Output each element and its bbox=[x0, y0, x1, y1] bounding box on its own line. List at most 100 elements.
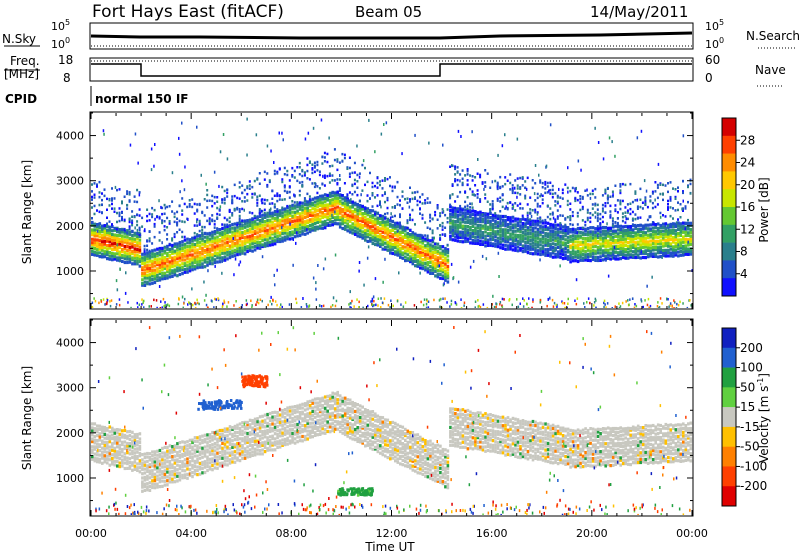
power-echo-cell bbox=[611, 232, 615, 236]
power-echo-cell bbox=[336, 201, 339, 205]
power-echo-cell bbox=[101, 240, 104, 244]
power-echo-cell bbox=[171, 265, 174, 269]
power-echo-cell bbox=[386, 248, 390, 252]
power-echo-cell bbox=[416, 251, 420, 255]
power-echo-cell bbox=[328, 165, 331, 168]
power-echo-cell bbox=[611, 238, 615, 243]
power-echo-cell bbox=[193, 267, 197, 271]
power-noise-cell bbox=[552, 216, 555, 220]
power-echo-cell bbox=[411, 247, 415, 251]
power-echo-cell bbox=[521, 176, 524, 179]
power-echo-cell bbox=[667, 190, 669, 194]
power-echo-cell bbox=[171, 250, 174, 254]
power-echo-cell bbox=[136, 220, 139, 223]
power-echo-cell bbox=[178, 243, 182, 248]
power-echo-cell bbox=[511, 215, 515, 219]
power-noise-cell bbox=[426, 299, 428, 303]
power-echo-cell bbox=[168, 256, 172, 260]
power-noise-cell bbox=[564, 225, 566, 229]
power-echo-cell bbox=[138, 245, 142, 249]
power-echo-cell bbox=[551, 192, 554, 196]
power-echo-cell bbox=[238, 249, 242, 253]
power-echo-cell bbox=[634, 241, 637, 245]
nave-tick-top: 60 bbox=[705, 53, 720, 67]
power-echo-cell bbox=[399, 232, 402, 237]
power-echo-cell bbox=[128, 193, 131, 196]
power-echo-cell bbox=[604, 250, 607, 254]
power-echo-cell bbox=[113, 255, 117, 259]
power-noise-cell bbox=[276, 268, 278, 272]
power-echo-cell bbox=[504, 176, 507, 179]
power-echo-cell bbox=[489, 234, 492, 238]
power-echo-cell bbox=[524, 197, 527, 200]
power-noise-cell bbox=[327, 223, 330, 227]
power-echo-cell bbox=[434, 264, 437, 268]
power-echo-cell bbox=[511, 232, 515, 236]
power-noise-cell bbox=[514, 186, 516, 190]
power-echo-cell bbox=[133, 256, 137, 260]
power-echo-cell bbox=[353, 207, 357, 211]
power-echo-cell bbox=[446, 267, 450, 272]
power-echo-cell bbox=[256, 195, 259, 198]
power-echo-cell bbox=[236, 225, 239, 229]
power-echo-cell bbox=[351, 228, 354, 232]
power-echo-cell bbox=[499, 185, 502, 189]
velocity-echo-cell bbox=[121, 440, 124, 444]
power-echo-cell bbox=[146, 219, 149, 223]
power-echo-cell bbox=[226, 230, 229, 234]
power-noise-cell bbox=[519, 302, 521, 305]
power-echo-cell bbox=[599, 233, 602, 237]
power-noise-cell bbox=[459, 179, 461, 183]
power-ytick-label: 4000 bbox=[56, 130, 84, 143]
power-echo-cell bbox=[609, 232, 612, 236]
power-echo-cell bbox=[326, 203, 329, 207]
power-echo-cell bbox=[121, 228, 123, 232]
power-echo-cell bbox=[371, 231, 375, 235]
power-echo-cell bbox=[621, 226, 624, 229]
power-echo-cell bbox=[376, 243, 380, 247]
power-echo-cell bbox=[303, 202, 307, 207]
power-noise-cell bbox=[603, 305, 605, 308]
power-echo-cell bbox=[684, 225, 688, 229]
power-echo-cell bbox=[461, 240, 465, 244]
power-echo-cell bbox=[464, 236, 467, 240]
power-echo-cell bbox=[241, 184, 244, 187]
power-noise-cell bbox=[358, 261, 361, 264]
velocity-echo-cell bbox=[101, 425, 104, 429]
power-echo-cell bbox=[176, 274, 179, 278]
power-echo-cell bbox=[534, 222, 537, 226]
power-echo-cell bbox=[301, 210, 304, 214]
power-echo-cell bbox=[281, 214, 284, 218]
velocity-echo-cell bbox=[191, 452, 194, 456]
power-echo-cell bbox=[511, 226, 515, 230]
power-echo-cell bbox=[411, 236, 415, 240]
power-echo-cell bbox=[369, 227, 372, 231]
power-echo-cell bbox=[306, 157, 309, 160]
power-echo-cell bbox=[479, 200, 482, 203]
power-echo-cell bbox=[664, 254, 668, 258]
power-echo-cell bbox=[241, 219, 244, 222]
power-echo-cell bbox=[288, 211, 292, 215]
power-echo-cell bbox=[308, 220, 312, 224]
power-echo-cell bbox=[549, 224, 552, 227]
power-echo-cell bbox=[278, 221, 282, 225]
power-echo-cell bbox=[333, 203, 337, 207]
power-echo-cell bbox=[621, 229, 625, 233]
power-echo-cell bbox=[541, 237, 545, 241]
power-echo-cell bbox=[278, 233, 282, 237]
power-echo-cell bbox=[689, 222, 692, 226]
power-echo-cell bbox=[579, 258, 582, 262]
power-echo-cell bbox=[148, 252, 151, 256]
power-echo-cell bbox=[649, 195, 652, 198]
power-echo-cell bbox=[669, 197, 672, 201]
power-echo-cell bbox=[421, 267, 425, 271]
power-echo-cell bbox=[461, 214, 465, 219]
power-echo-cell bbox=[669, 254, 673, 258]
power-echo-cell bbox=[258, 237, 262, 241]
power-echo-cell bbox=[231, 242, 234, 246]
power-echo-cell bbox=[213, 232, 217, 236]
power-echo-cell bbox=[471, 221, 475, 225]
power-echo-cell bbox=[206, 238, 209, 242]
power-echo-cell bbox=[494, 232, 497, 237]
power-echo-cell bbox=[98, 180, 101, 184]
